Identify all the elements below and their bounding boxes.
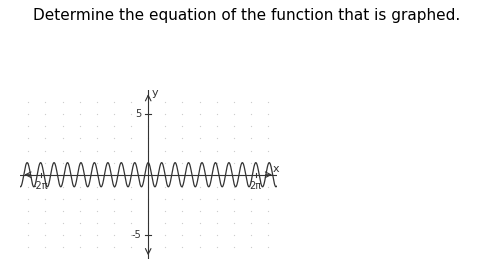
Text: -5: -5	[131, 230, 141, 240]
Text: 5: 5	[135, 109, 141, 119]
Text: x: x	[273, 164, 279, 174]
Text: -2π: -2π	[33, 181, 48, 191]
Text: Determine the equation of the function that is graphed.: Determine the equation of the function t…	[34, 8, 460, 23]
Text: 2π: 2π	[250, 181, 262, 191]
Text: y: y	[152, 88, 159, 97]
